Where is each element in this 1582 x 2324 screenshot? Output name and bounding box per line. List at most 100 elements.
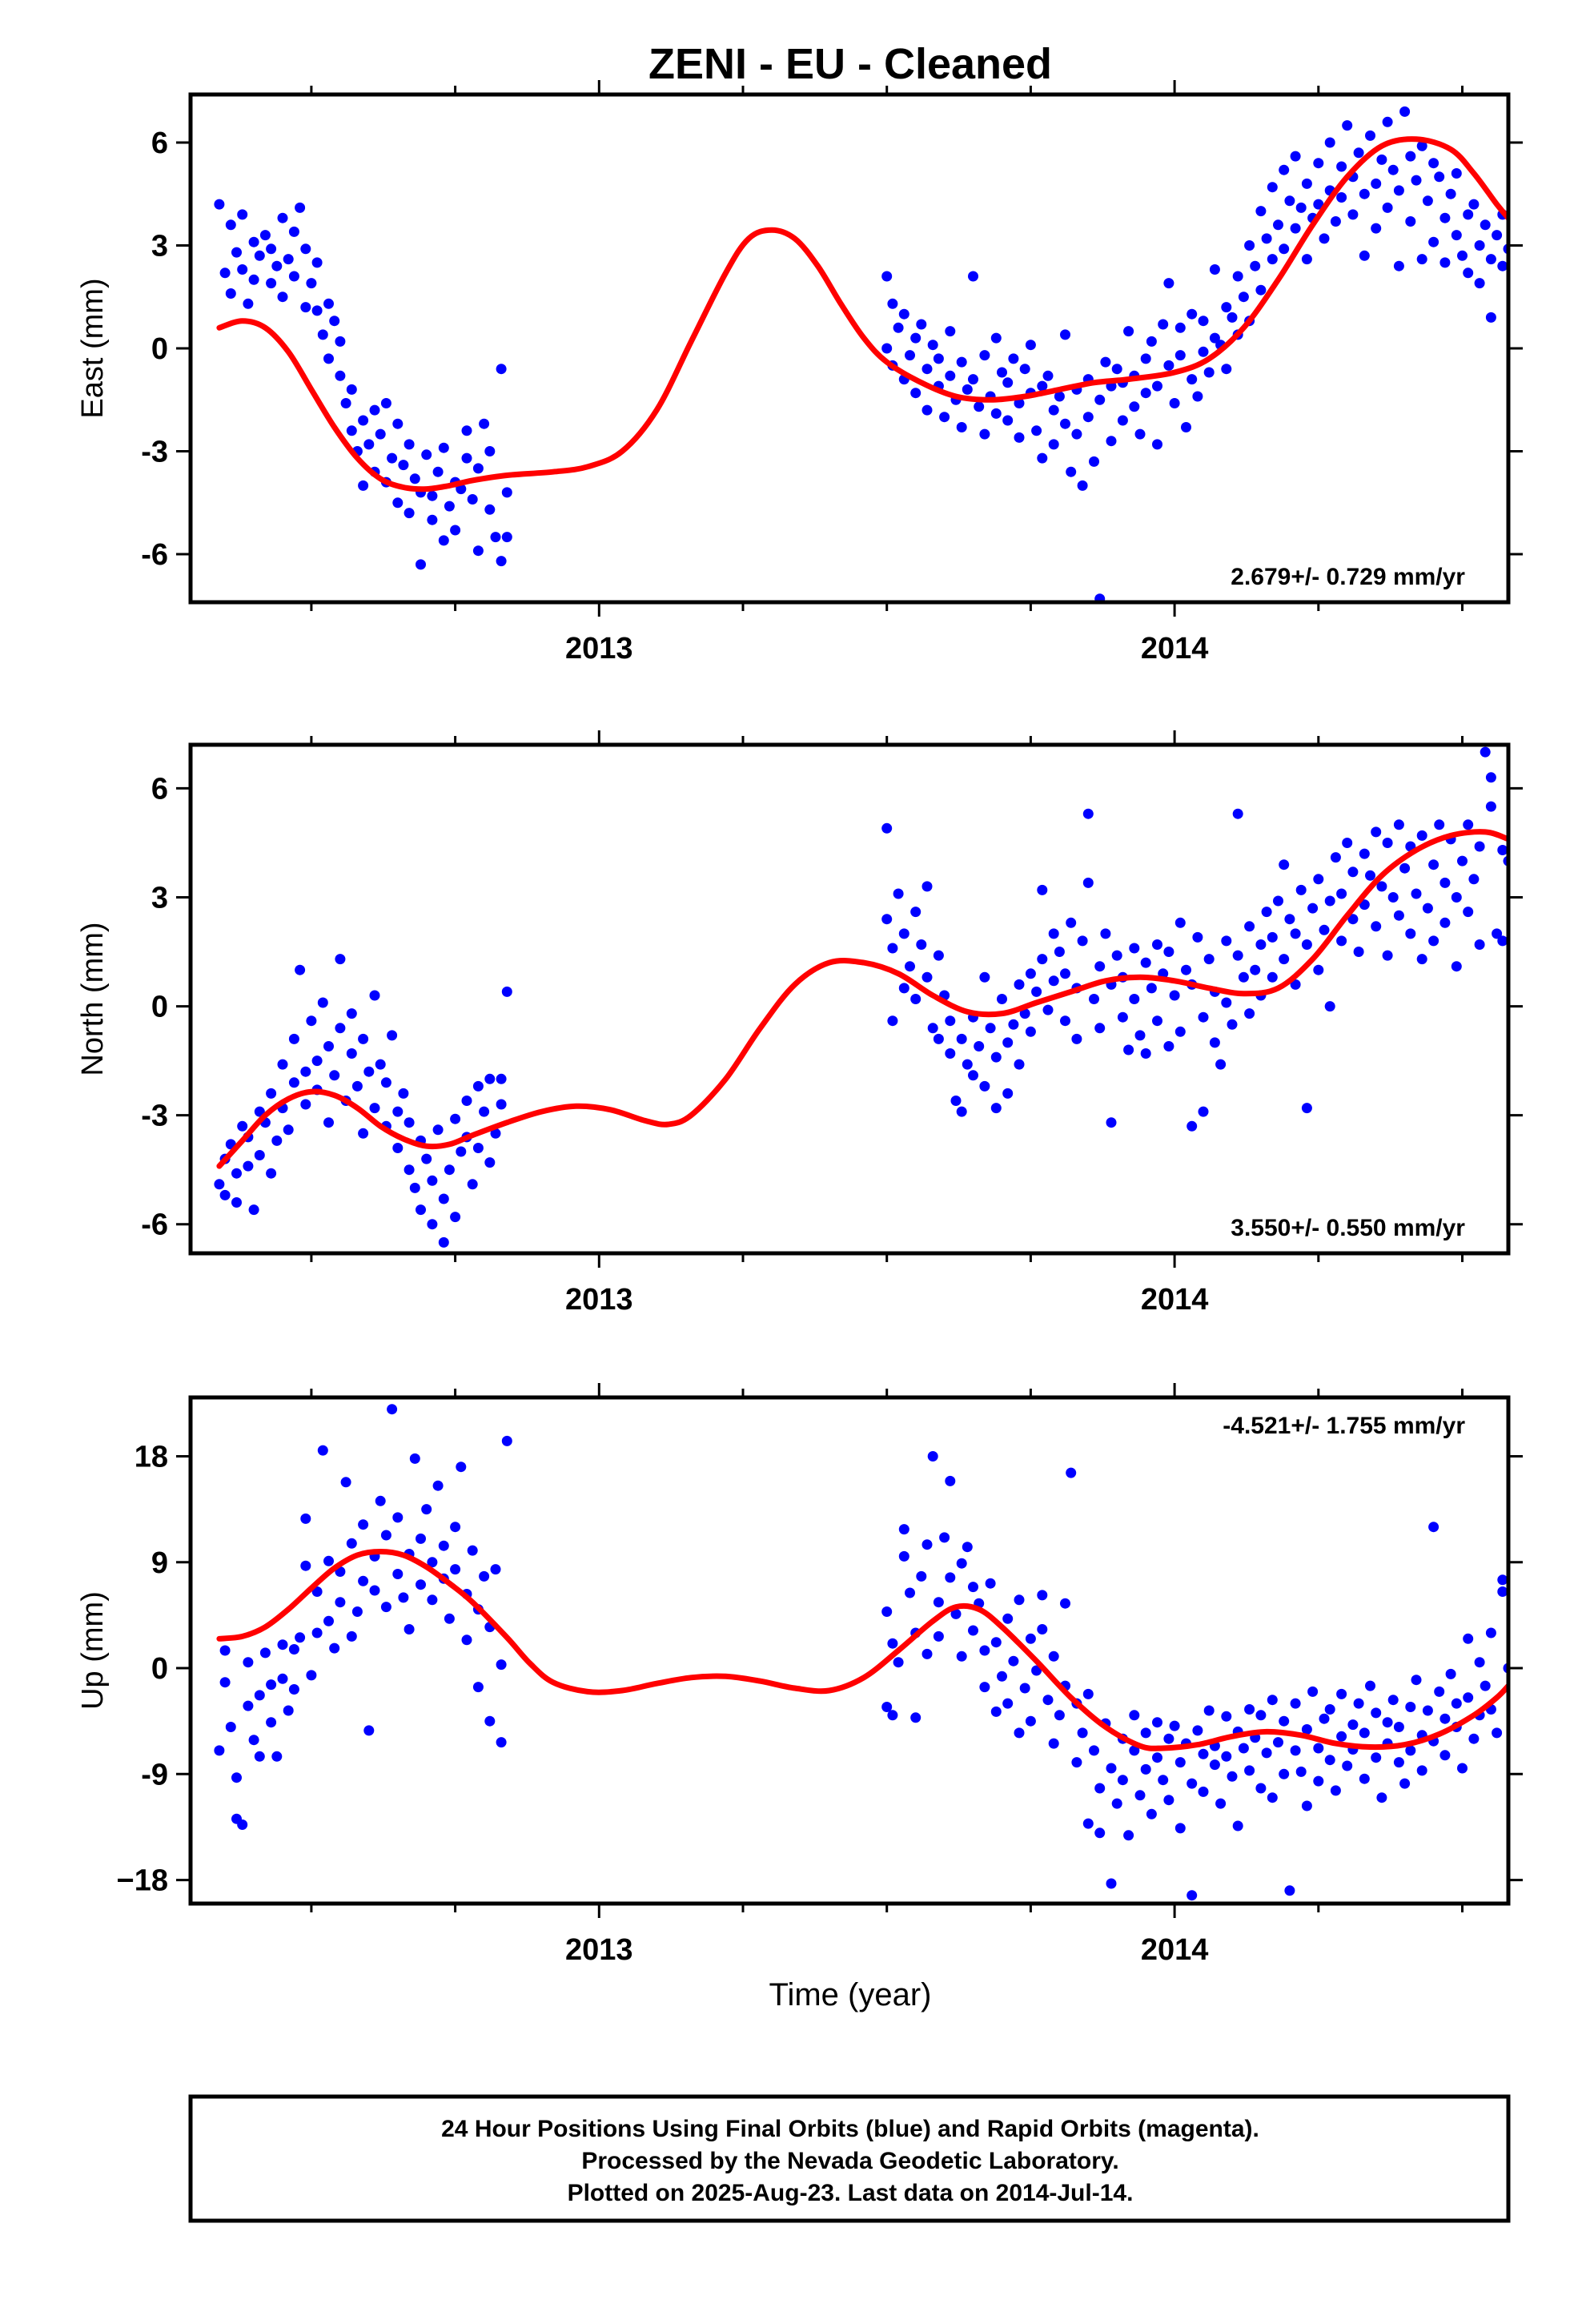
data-point (1273, 1737, 1283, 1748)
data-point (1336, 1731, 1347, 1742)
data-point (231, 1197, 242, 1208)
data-point (1405, 216, 1416, 227)
data-point (1174, 322, 1186, 333)
data-point (266, 1717, 277, 1728)
data-point (1371, 1752, 1382, 1763)
data-point (392, 1569, 404, 1579)
data-point (1244, 1765, 1255, 1776)
panel-up: −18 -9 0 9 18 2013 2014 Up (mm) -4.521+/- 1.755 … (76, 1383, 1523, 1967)
data-point (1434, 819, 1445, 830)
data-point (306, 1015, 317, 1027)
data-point (1089, 456, 1099, 467)
data-point (300, 1066, 311, 1077)
data-point (887, 943, 898, 954)
data-point (1129, 1710, 1140, 1721)
data-point (346, 384, 357, 395)
data-point (219, 1645, 231, 1656)
data-point (1347, 866, 1359, 878)
data-point (323, 298, 334, 309)
data-point (496, 1737, 507, 1748)
data-point (910, 907, 921, 918)
data-point (1324, 1001, 1335, 1012)
data-point (1152, 380, 1162, 392)
data-point (1422, 1705, 1433, 1716)
data-point (288, 271, 299, 282)
rate-label: 2.679+/- 0.729 mm/yr (1231, 564, 1465, 590)
data-point (1215, 1059, 1227, 1070)
data-point (905, 1587, 915, 1598)
data-point (335, 1023, 346, 1034)
data-point (1094, 961, 1106, 972)
data-point (1037, 954, 1048, 965)
data-point (1290, 223, 1301, 234)
data-point (1405, 1702, 1416, 1712)
data-point (898, 928, 909, 939)
data-point (1140, 957, 1151, 968)
data-point (1371, 826, 1382, 838)
data-point (283, 254, 294, 265)
data-point (1330, 1785, 1341, 1796)
data-point (1422, 195, 1433, 207)
x-tick-label: 2014 (1141, 632, 1209, 665)
data-point (1359, 250, 1370, 261)
data-point (1244, 1704, 1255, 1715)
data-point (910, 994, 921, 1004)
data-point (979, 1645, 990, 1656)
data-point (1382, 1717, 1393, 1728)
x-tick-label: 2013 (565, 632, 633, 665)
data-point (1474, 240, 1485, 251)
data-point (1221, 1711, 1232, 1722)
data-point (288, 1644, 299, 1655)
data-point (225, 219, 236, 231)
y-tick-label: 6 (151, 772, 168, 806)
data-point (933, 950, 944, 961)
fit-curve-up (216, 1549, 1508, 1751)
data-point (1492, 230, 1503, 241)
data-point (1129, 943, 1140, 954)
data-point (1089, 1745, 1099, 1756)
data-point (1014, 432, 1025, 443)
data-point (956, 356, 967, 368)
data-point (1203, 1705, 1215, 1716)
data-point (1060, 968, 1070, 979)
data-point (1330, 216, 1341, 227)
data-point (1186, 1890, 1198, 1901)
data-point (1382, 202, 1393, 213)
data-point (1002, 1088, 1014, 1099)
panel-north: -6 -3 0 3 6 2013 2014 North (mm) 3.550+/- 0.550 … (76, 730, 1523, 1317)
data-point (404, 1164, 415, 1176)
data-point (1146, 336, 1157, 347)
data-point (1279, 1715, 1290, 1727)
data-point (1123, 1044, 1134, 1055)
data-point (893, 1657, 904, 1668)
data-point (1019, 364, 1030, 375)
data-point (1324, 1704, 1335, 1715)
data-point (1244, 921, 1255, 932)
data-point (237, 264, 248, 275)
data-point (1152, 1752, 1162, 1763)
data-point (1198, 1011, 1209, 1023)
data-point (950, 1608, 962, 1619)
data-point (905, 961, 915, 972)
data-point (346, 1008, 357, 1019)
data-point (248, 1204, 259, 1216)
data-point (484, 504, 496, 515)
data-point (323, 1041, 334, 1051)
data-point (910, 1712, 921, 1723)
data-point (335, 336, 346, 347)
data-point (1025, 1633, 1036, 1644)
data-point (214, 199, 225, 210)
data-point (427, 514, 438, 525)
data-point (990, 1637, 1002, 1648)
data-point (921, 881, 933, 892)
data-point (1071, 428, 1082, 440)
data-point (1439, 1750, 1451, 1761)
data-point (358, 1575, 369, 1586)
data-point (231, 1772, 242, 1783)
data-point (1146, 1808, 1157, 1819)
data-point (1238, 971, 1249, 983)
data-point (1434, 171, 1445, 183)
data-point (421, 1153, 432, 1164)
data-point (1428, 1522, 1439, 1533)
data-point (939, 1532, 950, 1543)
